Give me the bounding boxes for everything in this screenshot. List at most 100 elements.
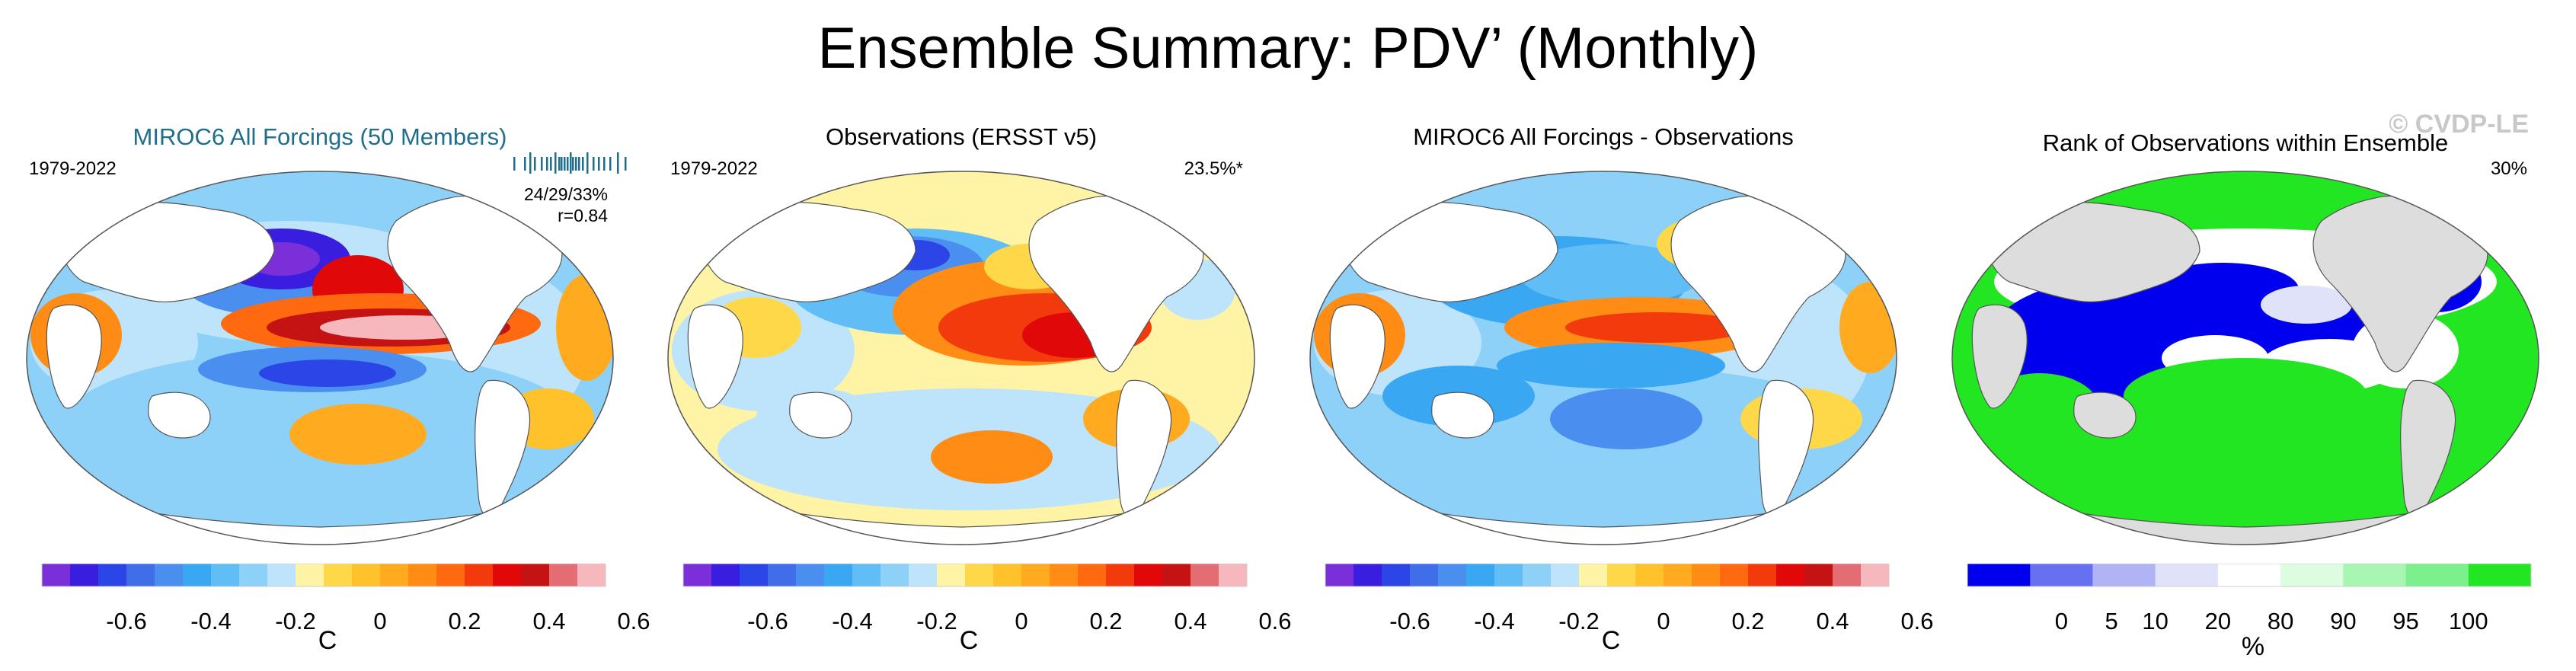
colorbar-swatch — [1692, 564, 1721, 586]
ensemble-member-tick — [603, 157, 606, 171]
colorbar-swatch — [1720, 564, 1749, 586]
stat-correlation: r=0.84 — [558, 206, 608, 225]
panel-title: Observations (ERSST v5) — [825, 123, 1098, 150]
panel-rank: © CVDP-LE Rank of Observations within En… — [1941, 110, 2550, 661]
colorbar-swatch — [549, 564, 578, 586]
ensemble-member-tick — [561, 157, 563, 171]
panel-model-mean: MIROC6 All Forcings (50 Members) 1979-20… — [15, 114, 650, 655]
field-region — [1839, 282, 1897, 373]
field-region — [289, 404, 427, 465]
australia-landmass — [789, 391, 852, 439]
colorbar-tick-label: -0.2 — [1558, 608, 1600, 634]
colorbar-tick-label: 0.2 — [1731, 608, 1765, 634]
ensemble-member-tick — [567, 157, 569, 171]
colorbar-tick-label: 0.4 — [532, 608, 566, 634]
field-region — [2124, 358, 2367, 434]
greenland-landmass — [1184, 193, 1222, 232]
map-observations — [667, 171, 1255, 545]
ensemble-member-tick — [578, 157, 580, 171]
colorbar-swatch — [1861, 564, 1890, 586]
colorbar-swatch — [993, 564, 1022, 586]
colorbar-swatch — [2092, 564, 2156, 586]
colorbar-swatch — [1410, 564, 1439, 586]
field-region — [2261, 286, 2352, 324]
colorbar-swatch — [380, 564, 409, 586]
ensemble-member-tick — [617, 152, 619, 174]
colorbar-swatch — [1635, 564, 1664, 586]
ensemble-member-tick — [593, 157, 595, 171]
colorbar-tick-label: 100 — [2448, 608, 2488, 634]
colorbar-swatch — [465, 564, 494, 586]
colorbar-swatch — [965, 564, 994, 586]
ensemble-member-tick — [541, 157, 543, 171]
colorbar-swatch — [683, 564, 712, 586]
colorbar-swatch — [267, 564, 296, 586]
colorbar-swatch — [493, 564, 522, 586]
ensemble-member-tick — [625, 157, 627, 171]
colorbar-tick-label: 0 — [1657, 608, 1670, 634]
colorbar-swatch — [2030, 564, 2093, 586]
colorbar-swatch — [1967, 564, 2031, 586]
map-model-mean — [26, 171, 614, 545]
colorbar-tick-label: 0.6 — [617, 608, 650, 634]
colorbar-swatch — [1325, 564, 1354, 586]
greenland-landmass — [1827, 193, 1865, 232]
period-label: 1979-2022 — [29, 158, 117, 179]
panel-title: MIROC6 All Forcings (50 Members) — [133, 123, 507, 150]
colorbar-swatch — [1078, 564, 1107, 586]
colorbar-swatch — [1466, 564, 1495, 586]
ocean-field — [1952, 171, 2539, 545]
field-region — [1520, 244, 1702, 305]
colorbar-tick-label: 80 — [2267, 608, 2294, 634]
colorbar-unit: C — [318, 626, 337, 655]
colorbar-swatch — [2155, 564, 2219, 586]
ensemble-member-tick — [555, 152, 557, 174]
colorbar-swatch — [239, 564, 268, 586]
colorbar-tick-label: 0.2 — [448, 608, 481, 634]
colorbar-tick-label: -0.4 — [190, 608, 232, 634]
colorbar — [682, 564, 1248, 587]
panel-observations: Observations (ERSST v5) 1979-2022 23.5%*… — [657, 114, 1292, 655]
colorbar-swatch — [2217, 564, 2281, 586]
colorbar-swatch — [1664, 564, 1692, 586]
colorbar-swatch — [909, 564, 938, 586]
colorbar-swatch — [296, 564, 324, 586]
field-region — [259, 359, 396, 387]
field-region — [1994, 419, 2497, 526]
colorbar-swatch — [711, 564, 740, 586]
colorbar-swatch — [1748, 564, 1777, 586]
colorbar-tick-label: 0 — [373, 608, 387, 634]
colorbar-unit: C — [1601, 626, 1621, 655]
colorbar — [1325, 564, 1890, 587]
colorbar-swatch — [824, 564, 853, 586]
colorbar-swatch — [1191, 564, 1219, 586]
colorbar-swatch — [2468, 564, 2532, 586]
colorbar-swatch — [577, 564, 606, 586]
ensemble-member-tick — [546, 157, 548, 171]
australia-landmass — [1431, 391, 1494, 439]
ensemble-member-tick — [529, 152, 532, 174]
colorbar-unit: C — [959, 626, 979, 655]
colorbar-swatch — [1607, 564, 1636, 586]
africa-landmass — [1971, 304, 2028, 409]
colorbar-swatch — [1134, 564, 1163, 586]
ensemble-member-tick — [609, 157, 612, 171]
stat-percentiles: 24/29/33% — [524, 184, 608, 204]
map-difference — [1309, 171, 1897, 545]
africa-landmass — [1329, 304, 1385, 409]
figure-title: Ensemble Summary: PDV’ (Monthly) — [817, 16, 1759, 81]
colorbar-swatch — [183, 564, 212, 586]
colorbar-tick-label: 10 — [2142, 608, 2169, 634]
field-region — [556, 274, 613, 381]
colorbar-swatch — [1162, 564, 1191, 586]
colorbar-swatch — [937, 564, 966, 586]
map-rank — [1951, 171, 2539, 545]
colorbar-swatch — [1579, 564, 1608, 586]
watermark: © CVDP-LE — [2389, 110, 2529, 139]
field-region — [1550, 388, 1702, 449]
colorbar-swatch — [408, 564, 437, 586]
stat-rank: 30% — [2490, 158, 2527, 179]
colorbar-swatch — [796, 564, 825, 586]
colorbar-tick-label: 5 — [2105, 608, 2118, 634]
colorbar-tick-label: -0.2 — [275, 608, 316, 634]
